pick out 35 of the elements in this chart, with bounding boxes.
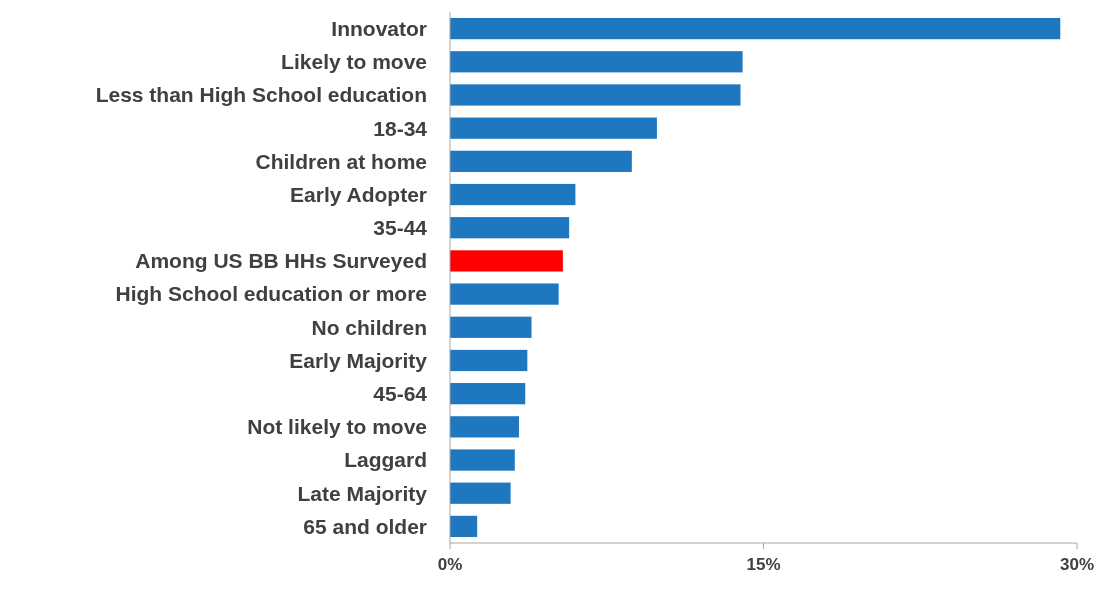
y-tick-label: Early Majority [289, 348, 428, 372]
bar [450, 416, 519, 438]
y-tick-label: Not likely to move [247, 415, 427, 439]
bar [450, 17, 1061, 40]
y-tick-label: Likely to move [281, 50, 427, 74]
bar [450, 250, 563, 272]
bar [450, 84, 741, 106]
bar [450, 117, 657, 139]
y-tick-label: Innovator [331, 16, 427, 40]
y-tick-label: 45-64 [373, 382, 428, 406]
x-tick-label: 15% [746, 555, 781, 574]
y-tick-label: 35-44 [373, 216, 428, 240]
bar [450, 51, 743, 73]
y-tick-label: Among US BB HHs Surveyed [135, 249, 427, 273]
y-tick-label: Less than High School education [95, 83, 427, 107]
bar [450, 482, 511, 504]
y-tick-label: Early Adopter [290, 182, 427, 206]
bar [450, 316, 532, 338]
bar [450, 283, 559, 305]
y-tick-label: Late Majority [297, 481, 428, 505]
x-tick-label: 30% [1059, 555, 1095, 574]
bar [450, 383, 526, 405]
y-tick-label: Children at home [255, 149, 427, 173]
y-tick-label: 65 and older [303, 514, 427, 538]
y-tick-label: Laggard [344, 448, 427, 472]
bar [450, 349, 528, 372]
bar [450, 183, 576, 206]
bar [450, 217, 570, 239]
bar [450, 449, 515, 471]
x-tick-label: 0% [437, 555, 463, 574]
bar [450, 150, 632, 172]
y-tick-label: High School education or more [115, 282, 427, 306]
bar [450, 515, 478, 538]
y-tick-label: 18-34 [373, 116, 428, 140]
y-tick-label: No children [311, 315, 427, 339]
